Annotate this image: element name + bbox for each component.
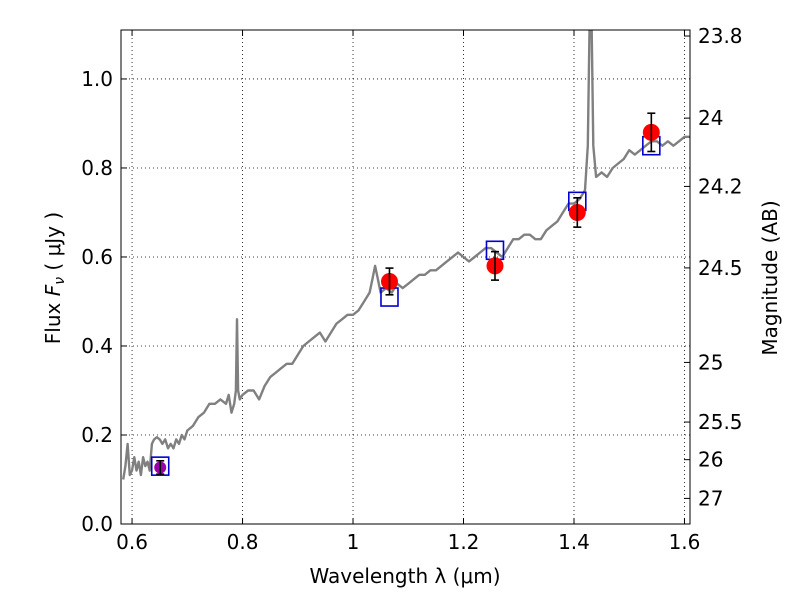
mag-tick-label: 25	[698, 350, 723, 374]
y-axis-label-var: F	[41, 284, 65, 296]
spectrum-line	[122, 30, 690, 480]
y-tick-label: 0.2	[81, 423, 113, 447]
x-tick-label: 1.6	[669, 530, 701, 554]
ticks	[121, 30, 690, 525]
observed-markers	[154, 112, 660, 475]
y-tick-label: 0.0	[81, 512, 113, 536]
error-bar	[490, 250, 499, 281]
x-axis-label: Wavelength λ (μm)	[309, 564, 500, 588]
y-axis-label-suffix: ( μJy )	[41, 212, 65, 277]
x-tick-label: 0.8	[227, 530, 259, 554]
y-tick-label: 0.4	[81, 334, 113, 358]
error-bar	[156, 460, 165, 475]
spectrum-layer	[122, 30, 690, 480]
mag-tick-label: 24.5	[698, 256, 743, 280]
y-tick-label: 1.0	[81, 67, 113, 91]
error-bar	[647, 112, 656, 153]
mag-tick-label: 24.2	[698, 174, 743, 198]
mag-tick-label: 24	[698, 106, 723, 130]
x-tick-label: 1.4	[558, 530, 590, 554]
y-tick-label: 0.8	[81, 156, 113, 180]
tick-labels: 0.6 0.8 1 1.2 1.4 1.6 0.0 0.2 0.4 0.6 0.8 1.0 23.8 24…	[81, 24, 742, 554]
y2-axis-label: Magnitude (AB)	[758, 200, 782, 355]
model-square-marker	[150, 456, 170, 476]
error-bar	[385, 267, 394, 296]
mag-tick-label: 23.8	[698, 24, 743, 48]
error-bar	[573, 196, 582, 228]
x-tick-label: 0.6	[116, 530, 148, 554]
grid-lines	[121, 30, 690, 525]
plot-frame	[120, 29, 691, 525]
y-tick-label: 0.6	[81, 245, 113, 269]
mag-tick-label: 26	[698, 448, 723, 472]
mag-tick-label: 27	[698, 486, 723, 510]
y-axis-label: Flux Fν ( μJy )	[41, 212, 68, 344]
y-axis-label-sub: ν	[52, 277, 68, 285]
model-markers	[150, 135, 661, 476]
mag-tick-label: 25.5	[698, 410, 743, 434]
x-tick-label: 1	[347, 530, 360, 554]
y-axis-label-prefix: Flux	[41, 296, 65, 344]
x-tick-label: 1.2	[448, 530, 480, 554]
